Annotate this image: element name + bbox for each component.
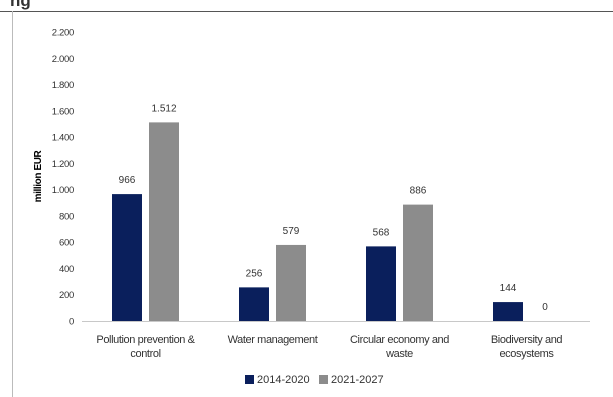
y-tick-label: 1.800 [52,80,74,91]
y-tick-label: 1.000 [52,185,74,196]
y-tick-label: 800 [59,211,74,222]
left-divider [12,11,13,397]
category-label: Pollution prevention & [96,334,195,346]
y-tick-label: 1.600 [52,106,74,117]
data-label: 579 [283,226,300,237]
bar-2014-2020 [366,246,396,321]
y-tick-label: 1.400 [52,133,74,144]
data-label: 886 [410,186,427,197]
y-tick-label: 0 [69,317,74,328]
bar-2021-2027 [276,244,306,321]
y-tick-label: 600 [59,238,74,249]
y-tick-label: 2.200 [52,28,74,39]
y-tick-label: 2.000 [52,54,74,65]
clipped-title: ng [0,0,613,11]
y-axis-title: million EUR [33,149,44,202]
data-label: 144 [500,283,517,294]
bar-2021-2027 [149,122,179,322]
data-label: 568 [373,227,390,238]
category-label: waste [385,348,413,360]
clipped-title-text: ng [10,0,31,10]
y-tick-label: 1.200 [52,159,74,170]
data-label: 0 [542,302,548,313]
legend-label: 2021-2027 [331,374,384,386]
bar-2014-2020 [493,302,523,321]
data-label: 966 [119,175,136,186]
legend-label: 2014-2020 [257,374,310,386]
bar-2014-2020 [239,287,269,321]
top-divider [0,11,613,12]
category-label: Water management [228,334,318,346]
bar-2021-2027 [403,204,433,321]
category-label: Biodiversity and [491,334,563,346]
category-label: Circular economy and [350,334,449,346]
y-tick-label: 200 [59,290,74,301]
category-label: control [130,348,160,360]
data-label: 1.512 [151,103,176,114]
legend-swatch [319,375,328,384]
y-tick-label: 400 [59,264,74,275]
data-label: 256 [246,268,263,279]
legend-swatch [245,375,254,384]
category-label: ecosystems [499,348,554,360]
bar-2014-2020 [112,194,142,321]
